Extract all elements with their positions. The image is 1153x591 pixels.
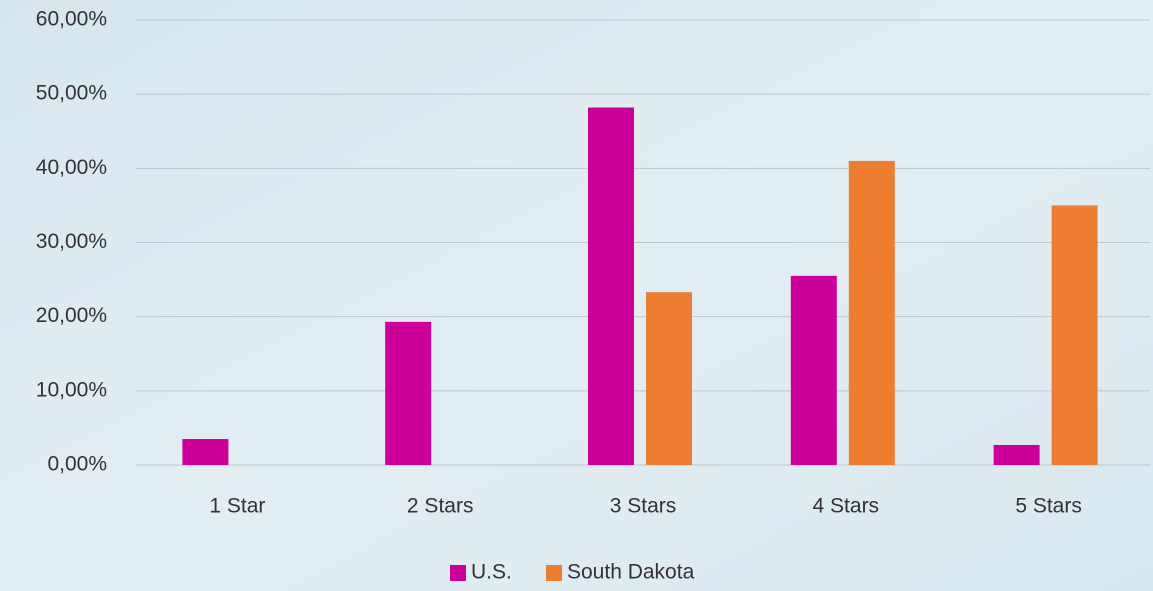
x-tick-label: 2 Stars	[407, 495, 474, 518]
bar	[849, 161, 895, 465]
bar	[646, 292, 692, 465]
y-tick-label: 20,00%	[36, 304, 107, 327]
y-tick-label: 30,00%	[36, 230, 107, 253]
bar	[994, 445, 1040, 465]
legend-label: South Dakota	[567, 561, 695, 584]
y-tick-label: 40,00%	[36, 156, 107, 179]
x-tick-label: 3 Stars	[610, 495, 677, 518]
bar	[588, 108, 634, 465]
y-tick-label: 10,00%	[36, 378, 107, 401]
legend-swatch	[450, 565, 466, 581]
x-tick-label: 1 Star	[209, 495, 265, 518]
y-tick-label: 50,00%	[36, 82, 107, 105]
bar	[182, 439, 228, 465]
page: 0,00% 10,00% 20,00% 30,00% 40,00% 50,00% 60,00…	[0, 0, 1153, 591]
legend-label: U.S.	[471, 561, 512, 584]
x-tick-label: 4 Stars	[813, 495, 880, 518]
bar	[791, 276, 837, 465]
legend-swatch	[546, 565, 562, 581]
y-tick-label: 60,00%	[36, 8, 107, 31]
chart: 0,00% 10,00% 20,00% 30,00% 40,00% 50,00% 60,00…	[0, 0, 1153, 591]
background	[0, 0, 1153, 591]
x-tick-label: 5 Stars	[1015, 495, 1082, 518]
bar	[385, 322, 431, 465]
y-tick-label: 0,00%	[47, 453, 107, 476]
bar	[1052, 205, 1098, 465]
